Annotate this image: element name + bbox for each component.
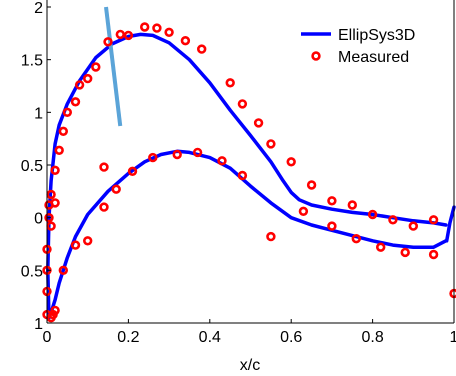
measured-point-13: [54, 145, 64, 156]
measured-point-37: [388, 215, 398, 225]
measured-point-6: [46, 189, 56, 200]
measured-markers: [42, 22, 456, 323]
reference-line-segment: [104, 6, 123, 127]
measured-point-16: [70, 97, 81, 107]
measured-point-12: [50, 165, 60, 176]
measured-point-35: [347, 200, 357, 210]
measured-point-51: [237, 170, 248, 181]
y-tick-label-3: 0.5: [21, 158, 43, 175]
legend: EllipSys3D Measured: [301, 27, 415, 66]
y-tick-labels: 2 1.5 1 0.5 0 0.5 1: [21, 0, 43, 333]
measured-point-49: [192, 147, 203, 158]
measured-point-39: [428, 215, 439, 225]
x-tick-label-2: 0.4: [199, 329, 221, 346]
measured-point-33: [306, 180, 317, 190]
x-tick-label-1: 0.2: [117, 329, 139, 346]
measured-point-58: [428, 249, 439, 260]
y-tick-label-1: 1.5: [21, 53, 43, 70]
measured-point-9: [50, 305, 60, 316]
measured-point-38: [408, 221, 418, 231]
measured-point-17: [74, 80, 85, 90]
x-tick-label-5: 1: [450, 329, 456, 346]
measured-point-21: [115, 29, 126, 40]
measured-point-56: [376, 242, 386, 252]
measured-point-31: [266, 139, 276, 149]
measured-point-54: [327, 221, 337, 231]
measured-point-52: [266, 231, 276, 242]
measured-point-48: [172, 149, 182, 160]
y-tick-label-0: 2: [34, 0, 43, 17]
measured-point-26: [180, 35, 191, 46]
measured-point-22: [123, 30, 134, 41]
measured-point-23: [140, 22, 150, 32]
x-tick-label-3: 0.6: [280, 329, 302, 346]
x-tick-label-0: 0: [43, 329, 52, 346]
measured-point-47: [148, 152, 158, 163]
y-tick-label-6: 1: [34, 316, 43, 333]
measured-point-4: [44, 213, 54, 223]
legend-marker-swatch: [311, 51, 321, 61]
measured-point-10: [46, 221, 56, 231]
x-tick-labels: 0 0.2 0.4 0.6 0.8 1: [43, 329, 456, 346]
measured-point-28: [225, 78, 235, 88]
ellipsys3d-curve-1: [46, 32, 448, 320]
measured-point-41: [58, 265, 68, 275]
measured-point-34: [327, 196, 337, 206]
x-tick-label-4: 0.8: [361, 329, 383, 346]
measured-point-59: [99, 162, 109, 172]
measured-point-15: [62, 107, 73, 118]
measured-point-11: [50, 198, 60, 208]
ellipsys3d-curve-2: [444, 205, 456, 243]
measured-point-30: [253, 118, 264, 128]
measured-point-43: [82, 236, 93, 246]
measured-point-14: [58, 126, 68, 137]
axes-frame: [46, 0, 455, 324]
y-tick-label-4: 0: [34, 211, 43, 228]
measured-point-44: [99, 202, 109, 212]
measured-point-50: [217, 156, 227, 166]
measured-point-25: [164, 27, 174, 37]
measured-point-32: [286, 157, 296, 167]
y-tick-label-5: 0.5: [21, 263, 43, 280]
measured-point-24: [152, 23, 162, 33]
measured-point-18: [82, 73, 93, 84]
measured-point-19: [91, 62, 101, 72]
measured-point-29: [237, 99, 248, 109]
measured-point-57: [400, 247, 410, 258]
measured-point-20: [103, 37, 113, 47]
measured-point-46: [127, 166, 138, 177]
measured-point-53: [298, 206, 309, 217]
measured-point-42: [70, 240, 81, 250]
y-tick-label-2: 1: [34, 105, 43, 122]
ellipsys3d-curve-0: [47, 149, 448, 320]
measured-point-36: [367, 209, 378, 220]
measured-point-45: [111, 184, 121, 194]
measured-point-40: [449, 288, 456, 299]
x-axis-label: x/c: [240, 357, 260, 374]
measured-point-55: [351, 234, 361, 244]
legend-label-ellipsys3d: EllipSys3D: [338, 27, 415, 44]
measured-point-27: [197, 44, 207, 54]
legend-label-measured: Measured: [338, 49, 409, 66]
